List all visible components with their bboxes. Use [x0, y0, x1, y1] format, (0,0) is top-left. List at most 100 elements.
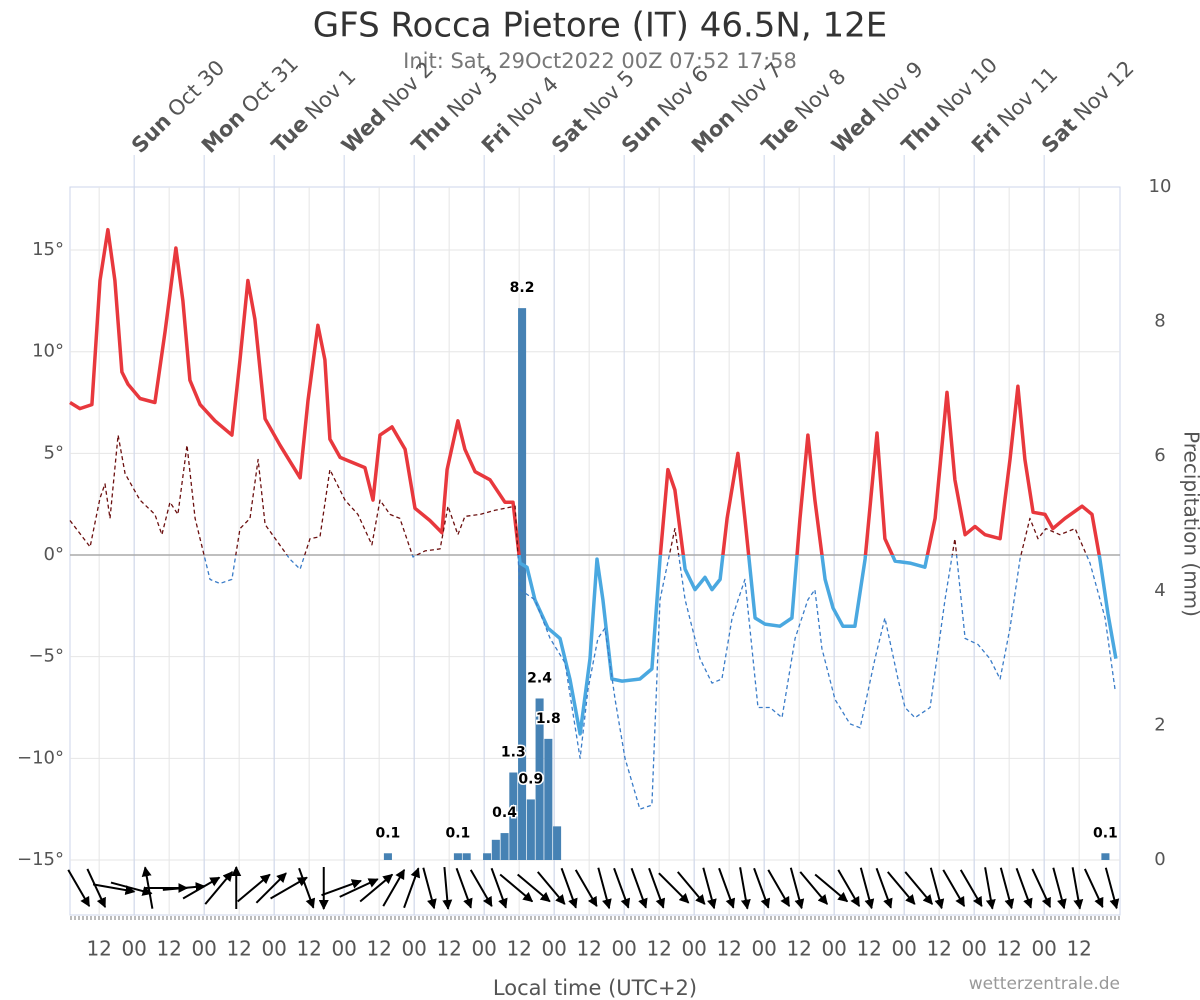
x-tick-label: 12: [506, 937, 531, 961]
x-axis-title: Local time (UTC+2): [493, 976, 697, 1000]
precip-label: 0.1: [446, 825, 471, 841]
y-tick-label: −5°: [28, 646, 64, 667]
x-tick-label: 12: [436, 937, 461, 961]
x-tick-label: 00: [681, 937, 706, 961]
precip-label: 2.4: [527, 670, 552, 686]
wind-arrow: [702, 867, 717, 910]
x-tick-label: 12: [716, 937, 741, 961]
wind-arrow: [753, 867, 771, 909]
wind-arrow: [739, 867, 751, 910]
wind-arrow: [718, 867, 736, 909]
precip-label: 1.8: [536, 711, 561, 727]
precip-bar: [518, 308, 527, 860]
x-tick-label: 00: [611, 937, 636, 961]
wind-arrow: [255, 872, 287, 904]
precip-label: 0.9: [518, 771, 543, 787]
precip-bar: [1101, 853, 1110, 860]
x-tick-label: 12: [996, 937, 1021, 961]
x-tick-label: 00: [261, 937, 286, 961]
wind-arrow: [1083, 868, 1104, 908]
wind-arrow: [904, 871, 934, 905]
x-tick-label: 12: [856, 937, 881, 961]
wind-arrow: [490, 867, 508, 909]
precip-bar: [453, 853, 462, 860]
y-tick-label: −10°: [17, 747, 64, 768]
y2-tick-label: 10: [1149, 176, 1172, 197]
precip-bar: [535, 698, 544, 860]
wind-arrow: [799, 871, 829, 905]
wind-arrow: [469, 869, 493, 908]
x-tick-label: 00: [541, 937, 566, 961]
x-tick-label: 12: [576, 937, 601, 961]
x-tick-label: 00: [891, 937, 916, 961]
dewpoint-line: [69, 434, 1116, 810]
credit: wetterzentrale.de: [969, 974, 1120, 994]
y2-tick-label: 8: [1154, 311, 1165, 332]
wind-arrow: [359, 873, 394, 903]
precip-label: 0.4: [492, 805, 517, 821]
temperature-line: [69, 227, 1118, 736]
wind-arrow: [959, 869, 983, 908]
wind-arrow: [321, 879, 362, 897]
wind-arrow: [67, 869, 91, 908]
wind-arrow: [499, 873, 534, 903]
chart-subtitle: Init: Sat, 29Oct2022 00Z 07:52 17:58: [403, 49, 797, 73]
wind-arrow: [613, 867, 631, 909]
wind-arrow: [886, 871, 916, 905]
wind-arrow: [298, 867, 316, 909]
wind-arrow: [162, 881, 206, 892]
wind-arrow: [648, 867, 666, 909]
wind-arrow: [270, 876, 308, 900]
chart-title: GFS Rocca Pietore (IT) 46.5N, 12E: [313, 6, 887, 46]
wind-arrow: [536, 871, 566, 905]
wind-arrow: [875, 867, 893, 909]
precip-label: 8.2: [510, 280, 535, 296]
precip-label: 1.3: [501, 745, 526, 761]
plot-frame: [69, 186, 1121, 916]
precip-bar: [544, 738, 553, 860]
wind-arrow: [814, 873, 849, 903]
wind-arrow: [1071, 867, 1084, 910]
wind-arrow: [403, 867, 421, 909]
x-tick-label: 00: [331, 937, 356, 961]
y-tick-label: −15°: [17, 849, 64, 870]
x-tick-label: 12: [786, 937, 811, 961]
x-tick-label: 12: [926, 937, 951, 961]
y2-tick-label: 4: [1154, 580, 1165, 601]
wind-arrow: [237, 873, 271, 903]
wind-arrow: [942, 869, 966, 908]
x-tick-label: 12: [156, 937, 181, 961]
x-tick-label: 12: [646, 937, 671, 961]
wind-arrow: [630, 867, 648, 909]
wind-arrow: [984, 867, 996, 910]
wind-arrow: [339, 878, 379, 898]
wind-arrow: [455, 867, 473, 909]
y-tick-label: 0°: [44, 544, 64, 565]
wind-arrow: [422, 867, 437, 910]
y-tick-label: 5°: [44, 442, 64, 463]
y2-tick-label: 6: [1154, 445, 1165, 466]
wind-arrow: [1015, 867, 1033, 909]
y-tick-label: 15°: [32, 239, 64, 260]
wind-arrow: [442, 866, 453, 910]
precip-label: 0.1: [1093, 825, 1118, 841]
y2-tick-label: 2: [1154, 714, 1165, 735]
x-tick-label: 12: [226, 937, 251, 961]
y2-axis-title: Precipitation (mm): [1180, 431, 1200, 617]
precip-bar: [553, 826, 562, 860]
wind-arrow: [676, 871, 706, 905]
precip-bar: [383, 853, 392, 860]
wind-arrow: [597, 867, 612, 910]
wind-arrow: [182, 876, 221, 900]
x-tick-label: 12: [296, 937, 321, 961]
x-tick-label: 00: [121, 937, 146, 961]
wind-arrow: [789, 867, 805, 910]
x-tick-label: 00: [401, 937, 426, 961]
wind-arrow: [574, 869, 598, 908]
precip-bar: [491, 839, 500, 860]
wind-arrow: [110, 881, 153, 896]
x-tick-label: 00: [821, 937, 846, 961]
x-tick-label: 00: [471, 937, 496, 961]
